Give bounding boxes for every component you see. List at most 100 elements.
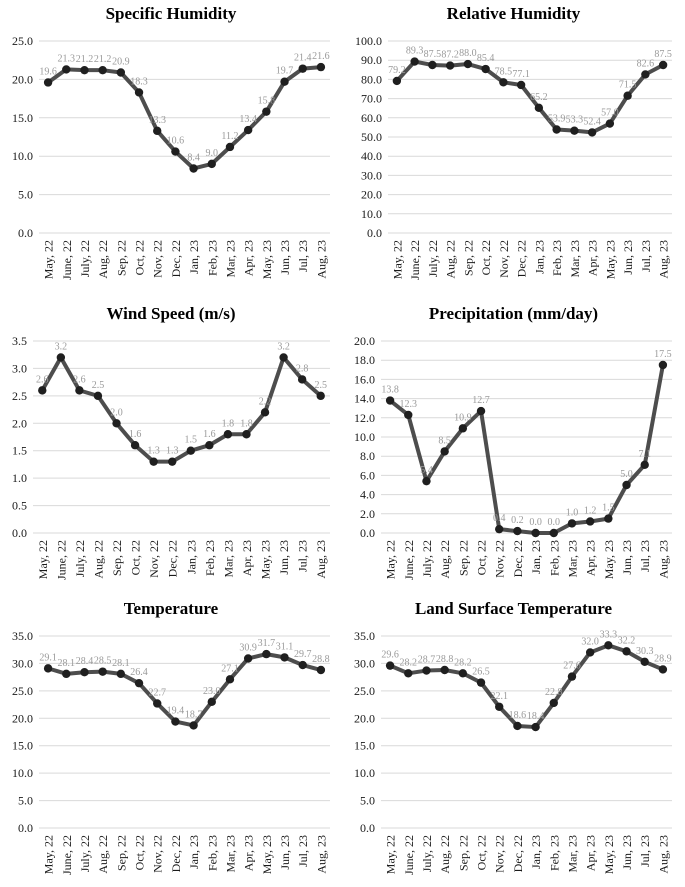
data-label: 13.3 [148,115,166,126]
x-axis-tick-label: Jul, 23 [296,240,310,272]
x-axis-tick-label: Sep, 22 [456,540,470,576]
x-axis-tick-label: June, 22 [60,240,74,280]
data-label: 33.3 [600,629,618,640]
data-label: 12.3 [400,399,418,410]
x-axis-tick-label: Aug, 22 [444,240,458,279]
data-label: 0.4 [493,513,506,524]
x-axis-tick-label: July, 22 [426,240,440,277]
x-axis-tick-label: Jul, 23 [638,835,652,867]
series-line [40,355,323,464]
y-axis-tick-label: 2.0 [360,507,375,521]
data-point-marker [116,669,126,679]
data-point-marker [567,519,577,528]
data-label: 2.8 [296,363,309,374]
x-axis-tick-label: Aug, 23 [656,835,670,874]
x-axis-tick-label: Feb, 23 [203,540,217,576]
y-axis-tick-label: 8.0 [360,449,375,463]
data-label: 30.3 [636,646,654,657]
data-point-marker [392,76,402,86]
data-point-marker [116,68,126,77]
data-label: 22.8 [545,687,563,698]
data-point-marker [316,391,325,401]
data-point-marker [495,702,504,711]
x-axis-tick-label: May, 22 [384,540,398,579]
data-label: 53.3 [566,115,584,126]
x-axis-tick-label: Dec, 22 [511,835,525,872]
data-label: 57.0 [601,108,619,119]
data-point-marker [43,664,53,673]
data-point-marker [640,460,649,470]
data-point-marker [298,64,307,73]
data-label: 27.6 [563,661,581,672]
x-axis-tick-label: July, 22 [78,835,92,872]
x-axis-tick-label: Jan, 23 [532,240,546,274]
x-axis-tick-label: May, 22 [384,835,398,874]
data-label: 29.6 [381,650,399,661]
chart-title: Temperature [123,599,219,618]
chart-title: Specific Humidity [105,4,237,23]
x-axis-tick-label: June, 22 [402,835,416,875]
data-point-marker [552,125,561,134]
data-label: 28.8 [436,654,454,665]
data-label: 5.4 [420,465,433,476]
data-point-marker [534,103,544,113]
data-label: 3.2 [277,341,290,352]
x-axis-tick-label: Feb, 23 [205,835,219,871]
x-axis-tick-label: May, 22 [390,240,404,279]
data-point-marker [476,678,486,687]
data-label: 10.6 [167,136,185,147]
x-axis-tick-label: Feb, 23 [205,240,219,276]
y-axis-tick-label: 2.5 [12,389,27,403]
data-point-marker [62,65,71,74]
x-axis-tick-label: Mar, 23 [565,540,579,578]
data-label: 11.2 [221,131,238,142]
data-point-marker [495,524,504,534]
data-point-marker [640,657,649,666]
data-label: 19.6 [39,66,57,77]
data-point-marker [207,159,216,169]
x-axis-tick-label: Sep, 22 [461,240,475,276]
y-axis-tick-label: 60.0 [361,111,382,125]
x-axis-tick-label: Nov, 22 [493,835,507,873]
data-label: 1.3 [166,446,179,457]
x-axis-tick-label: July, 22 [73,540,87,577]
data-point-marker [385,661,395,670]
data-label: 1.8 [222,418,235,429]
data-point-marker [585,517,595,526]
data-label: 21.4 [294,53,312,64]
data-label: 2.6 [36,374,49,385]
x-axis-tick-label: Mar, 23 [223,240,237,278]
data-label: 17.5 [654,349,672,360]
x-axis-tick-label: July, 22 [78,240,92,277]
data-point-marker [458,669,468,678]
y-axis-tick-label: 10.0 [354,766,375,780]
x-axis-tick-label: Aug, 23 [314,240,328,279]
data-point-marker [98,667,107,676]
data-point-marker [658,360,668,370]
data-label: 2.5 [92,380,105,391]
data-point-marker [260,408,270,417]
data-point-marker [476,406,486,416]
data-label: 12.7 [472,395,490,406]
data-point-marker [513,721,522,731]
data-label: 88.0 [459,48,477,59]
y-axis-tick-label: 50.0 [361,130,382,144]
x-axis-tick-label: May, 22 [42,240,56,279]
data-label: 8.4 [187,152,200,163]
y-axis-tick-label: 3.5 [12,334,27,348]
data-point-marker [205,441,214,450]
data-label: 87.2 [441,50,459,61]
chart-title: Wind Speed (m/s) [106,304,236,323]
y-axis-tick-label: 10.0 [12,766,33,780]
chart-title: Land Surface Temperature [414,599,613,618]
data-label: 10.9 [454,412,472,423]
y-axis-tick-label: 35.0 [354,629,375,643]
data-label: 2.5 [314,380,327,391]
data-point-marker [280,653,289,662]
y-axis-tick-label: 80.0 [361,72,382,86]
x-axis-tick-label: May, 23 [602,540,616,579]
y-axis-tick-label: 18.0 [354,353,375,367]
y-axis-tick-label: 100.0 [355,34,382,48]
data-point-marker [43,78,53,87]
y-axis-tick-label: 10.0 [354,430,375,444]
